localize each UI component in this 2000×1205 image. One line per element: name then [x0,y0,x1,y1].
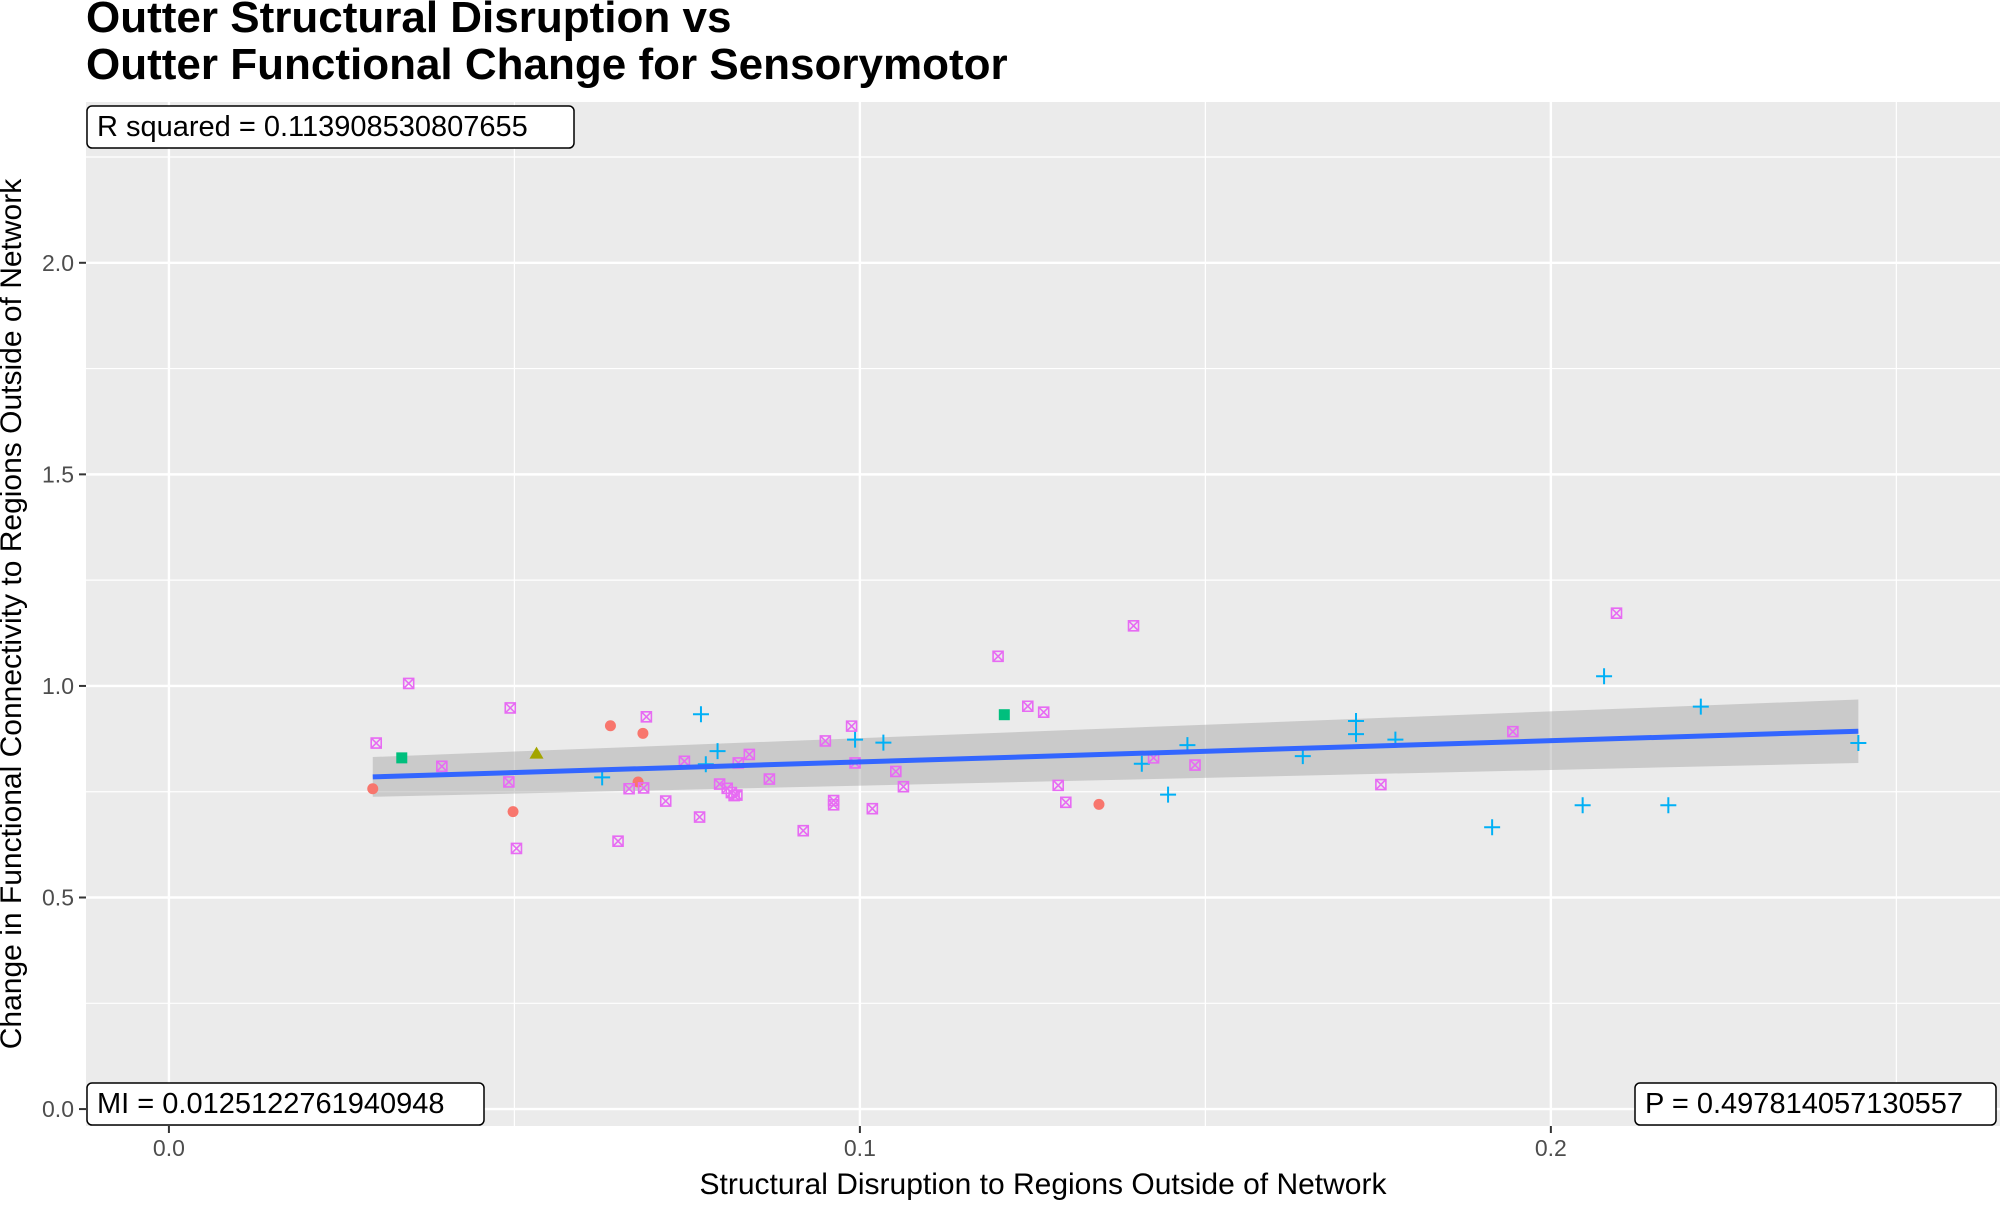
data-point-square-x [845,720,858,732]
data-point-circle [507,806,519,818]
axis-ticks: 0.0 0.1 0.2 0.0 0.5 1.0 1.5 2.0 [42,250,1567,1161]
data-point-square-x [1507,725,1519,738]
data-point-plus [1850,735,1867,752]
data-point-square-x [504,702,517,714]
data-point-plus [709,743,726,760]
y-tick-label: 1.5 [42,461,74,487]
regression-fit-line [372,728,1859,780]
data-point-square-x [992,650,1004,663]
data-point-square [998,709,1010,721]
regression-line [372,728,1859,780]
data-point-plus [875,734,892,751]
data-point-square-x [659,795,672,807]
y-axis-title: Change in Functional Connectivity to Reg… [0,178,28,1049]
data-point-square-x [637,782,650,794]
plot-panel [86,102,2000,1126]
data-point-plus [1660,797,1677,814]
data-point-circle [1093,798,1105,810]
data-point-square-x [370,737,383,749]
data-point-square-x [763,773,776,785]
data-point-square-x [640,711,653,723]
data-point-square-x [1022,700,1034,713]
data-point-plus [692,706,709,723]
y-tick-label: 0.0 [42,1096,74,1122]
data-point-square-x [510,842,523,855]
r-squared-box: R squared = 0.113908530807655 [86,105,575,149]
x-tick-label: 0.2 [1535,1135,1567,1161]
data-point-circle [604,720,616,732]
data-point-plus [1574,797,1591,814]
data-point-triangle [529,746,544,759]
data-point-plus [1596,668,1613,685]
confidence-band-area [372,699,1859,797]
data-point-plus [1692,698,1709,715]
x-axis-title: Structural Disruption to Regions Outside… [700,1168,1388,1200]
data-point-square-x [402,677,415,690]
data-point-square-x [827,794,840,807]
p-value-label: P = 0.497814057130557 [1645,1088,1963,1120]
data-point-square-x [1037,706,1050,718]
data-point-square-x [1052,779,1064,792]
data-point-square-x [731,789,743,801]
y-tick-label: 0.5 [42,885,74,911]
data-point-square [396,752,408,764]
p-value-box: P = 0.497814057130557 [1634,1082,1997,1126]
data-point-square-x [1060,796,1072,809]
y-tick-label: 2.0 [42,250,74,276]
data-point-plus [1484,819,1501,836]
data-point-plus [1348,726,1365,743]
data-point-square-x [797,824,810,837]
data-point-square-x [819,735,832,747]
data-point-square-x [623,782,635,795]
data-point-square-x [1189,759,1201,771]
data-point-square-x [1610,607,1623,619]
data-point-circle [367,783,379,795]
data-point-square-x [866,802,879,815]
data-point-square-x [1127,620,1140,632]
r-squared-label: R squared = 0.113908530807655 [97,111,528,143]
data-point-plus [1160,786,1177,803]
data-point-square-x [436,760,448,773]
data-point-plus [847,731,864,748]
data-point-square-x [743,748,756,761]
mi-label: MI = 0.0125122761940948 [97,1088,445,1120]
mi-box: MI = 0.0125122761940948 [86,1082,485,1126]
data-point-square-x [1375,778,1387,791]
chart-title-line-2: Outter Functional Change for Sensorymoto… [86,40,1008,89]
confidence-band [372,699,1859,797]
y-tick-label: 1.0 [42,673,74,699]
grid-minor [86,102,2000,1126]
data-points [367,607,1867,855]
data-point-square-x [693,811,706,823]
data-point-circle [637,727,649,739]
data-point-square-x [897,780,910,793]
data-point-square-x [503,776,515,788]
data-point-plus [1133,755,1150,772]
chart-title-line-1: Outter Structural Disruption vs [86,0,731,42]
x-tick-label: 0.0 [153,1135,185,1161]
data-point-plus [1294,748,1311,765]
x-tick-label: 0.1 [844,1135,876,1161]
data-point-square-x [890,765,902,778]
data-point-square-x [612,835,624,848]
